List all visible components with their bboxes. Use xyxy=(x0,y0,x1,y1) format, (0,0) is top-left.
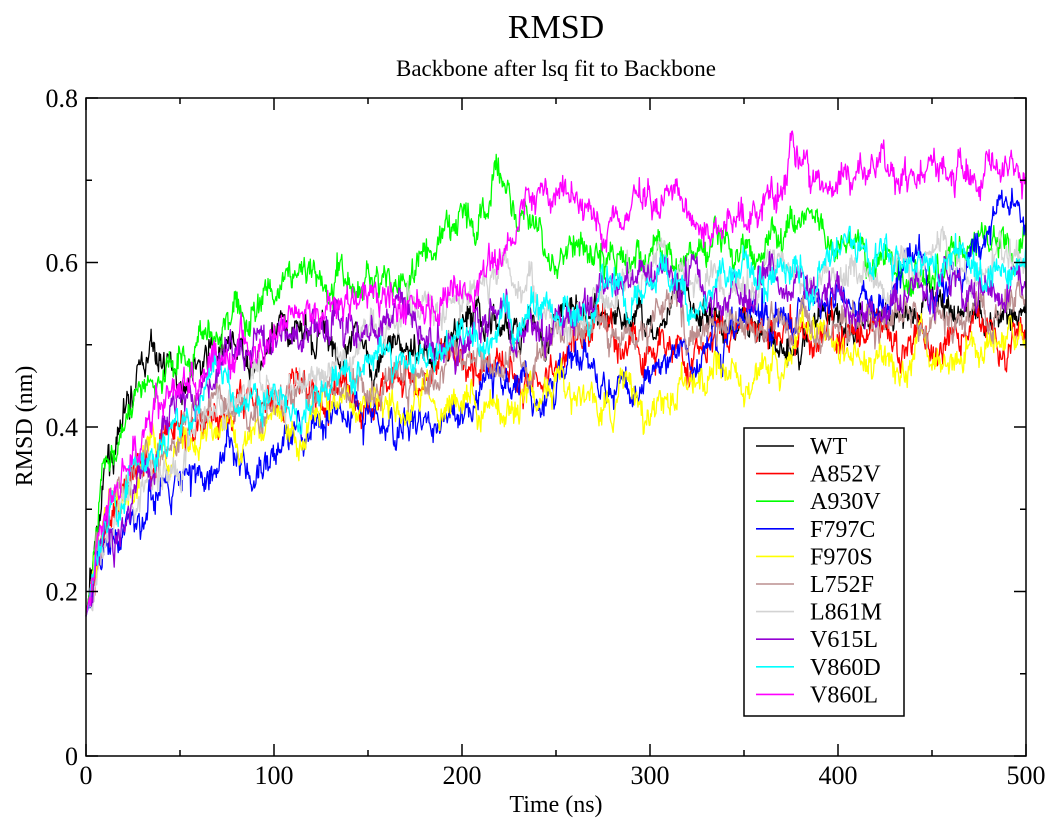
series-layer xyxy=(85,130,1027,617)
legend: WTA852VA930VF797CF970SL752FL861MV615LV86… xyxy=(743,427,905,717)
legend-label-a930v: A930V xyxy=(810,489,881,515)
legend-box xyxy=(743,427,905,717)
legend-label-f970s: F970S xyxy=(810,544,873,570)
legend-label-l752f: L752F xyxy=(810,572,874,598)
x-axis-label: Time (ns) xyxy=(509,792,602,818)
x-tick-label: 100 xyxy=(255,761,294,790)
y-tick-label: 0.2 xyxy=(46,578,79,607)
y-tick-label: 0 xyxy=(65,742,78,771)
series-line-f970s xyxy=(85,304,1027,617)
series-line-l752f xyxy=(85,273,1027,617)
legend-label-l861m: L861M xyxy=(810,600,882,626)
chart-title: RMSD xyxy=(508,9,604,46)
chart-subtitle: Backbone after lsq fit to Backbone xyxy=(396,56,716,81)
series-line-v860l xyxy=(85,130,1027,617)
series-line-v615l xyxy=(85,250,1027,617)
y-axis-label: RMSD (nm) xyxy=(12,366,38,487)
x-tick-label: 300 xyxy=(631,761,670,790)
axis-layer: 0 100 200 300 400 500 0 0.2 0.4 0.6 0.8 xyxy=(46,84,1046,790)
y-tick-label: 0.6 xyxy=(46,249,79,278)
x-tick-label: 200 xyxy=(443,761,482,790)
legend-label-f797c: F797C xyxy=(810,517,875,543)
x-tick-label: 500 xyxy=(1007,761,1046,790)
series-line-v860d xyxy=(85,225,1027,617)
x-tick-label: 0 xyxy=(80,761,93,790)
y-tick-label: 0.4 xyxy=(46,413,79,442)
legend-label-v860d: V860D xyxy=(810,655,881,681)
legend-label-wt: WT xyxy=(810,434,848,460)
y-tick-label: 0.8 xyxy=(46,84,79,113)
legend-label-v615l: V615L xyxy=(810,627,878,653)
legend-label-a852v: A852V xyxy=(810,462,881,488)
x-tick-label: 400 xyxy=(819,761,858,790)
legend-label-v860l: V860L xyxy=(810,682,878,708)
